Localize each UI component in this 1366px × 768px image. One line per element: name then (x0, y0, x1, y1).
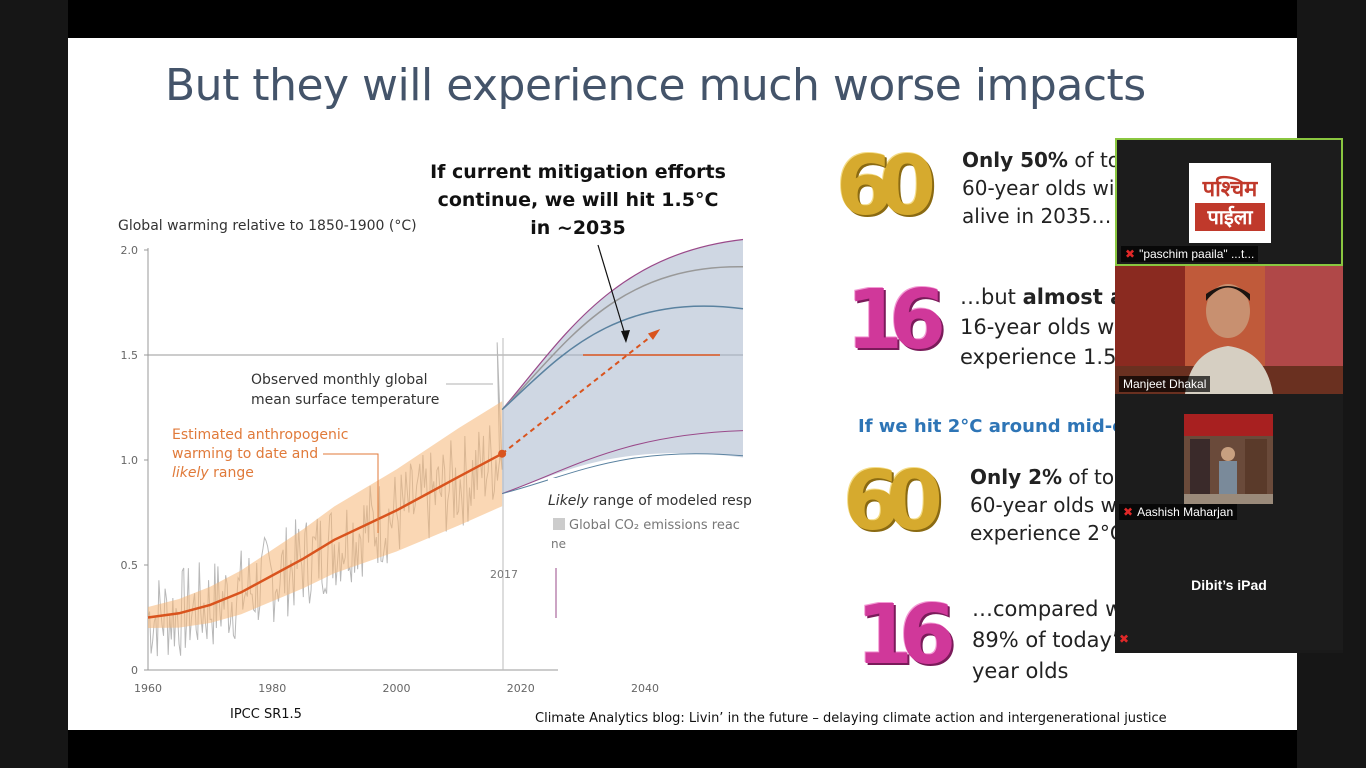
mic-muted-icon: ✖ (1123, 505, 1134, 519)
source-right: Climate Analytics blog: Livin’ in the fu… (535, 711, 1167, 726)
chart-title: Global warming relative to 1850-1900 (°C… (118, 218, 417, 234)
participant-name-tag: ✖ Aashish Maharjan (1119, 504, 1238, 520)
paschim-paaila-logo: पश्चिम पाईला (1189, 163, 1271, 243)
balloon-16-b: 16 (856, 588, 956, 683)
logo-text-bottom: पाईला (1195, 203, 1265, 231)
stat-2-line3: experience 1.5 (960, 345, 1117, 369)
balloon-60-a: 60 (836, 139, 936, 234)
balloon-16-a: 16 (846, 273, 946, 368)
x-tick-2000: 2000 (383, 682, 411, 695)
x-tick-2040: 2040 (631, 682, 659, 695)
source-left: IPCC SR1.5 (230, 707, 302, 722)
stat-3: Only 2% of toda 60-year olds wo experien… (970, 463, 1139, 547)
stat-1: Only 50% of tod 60-year olds will alive … (962, 146, 1133, 230)
mic-muted-icon: ✖ (1119, 632, 1130, 646)
observed-label-line1: Observed monthly global (251, 372, 428, 388)
participant-name: Dibit’s iPad (1191, 577, 1267, 593)
y-tick-1.0: 1.0 (121, 454, 139, 467)
participant-avatar-photo (1115, 394, 1343, 522)
participant-name: Manjeet Dhakal (1123, 377, 1207, 391)
stat-2-line1: …but almost al (960, 282, 1131, 312)
y-tick-labels: 0 0.5 1.0 1.5 2.0 (121, 244, 148, 677)
estimated-label-line1: Estimated anthropogenic (172, 427, 348, 443)
x-tick-2020: 2020 (507, 682, 535, 695)
legend-likely-word: Likely (548, 493, 589, 509)
y-tick-1.5: 1.5 (121, 349, 139, 362)
legend-modeled: Likely range of modeled resp (548, 493, 752, 509)
participants-panel: पश्चिम पाईला ✖ "paschim paaila" ...t... M… (1115, 138, 1343, 653)
stat-1-line1: Only 50% of tod (962, 146, 1133, 174)
y-tick-0.5: 0.5 (121, 559, 139, 572)
participant-tile-paschim-paaila[interactable]: पश्चिम पाईला ✖ "paschim paaila" ...t... (1115, 138, 1343, 266)
logo-text-top: पश्चिम (1202, 177, 1258, 202)
shared-slide: But they will experience much worse impa… (68, 38, 1297, 730)
estimated-label-line3: likely range (172, 465, 254, 481)
stat-1-bold: Only 50% (962, 148, 1068, 172)
legend-emissions-sub: ne (551, 537, 566, 551)
modeled-lower-curve-a (501, 430, 744, 495)
anthropogenic-warming-line (147, 452, 503, 619)
stat-1-line2: 60-year olds will (962, 176, 1126, 200)
scenario-2c-heading: If we hit 2°C around mid-ce (858, 416, 1136, 437)
legend-swatch (553, 518, 565, 530)
stat-4-line2: 89% of today’ (972, 628, 1119, 652)
y-tick-0: 0 (131, 664, 138, 677)
stat-4-line1: …compared w (972, 597, 1123, 621)
callout-arrow-line (597, 244, 627, 339)
estimated-label-line2: warming to date and (172, 446, 318, 462)
anthropogenic-likely-band (148, 401, 503, 628)
stat-3-bold: Only 2% (970, 465, 1063, 489)
modeled-range-band (502, 239, 743, 494)
stat-2-line2: 16-year olds w (960, 315, 1115, 339)
participant-name: "paschim paaila" ...t... (1139, 247, 1255, 261)
estimated-range-word: range (209, 465, 254, 481)
projection-arrowhead (647, 329, 661, 340)
participant-tile-manjeet[interactable]: Manjeet Dhakal (1115, 266, 1343, 394)
stat-3-line1: Only 2% of toda (970, 463, 1139, 491)
stat-4-line3: year olds (972, 659, 1069, 683)
warming-chart: Global warming relative to 1850-1900 (°C… (118, 218, 752, 695)
balloon-60-b: 60 (843, 454, 943, 549)
participant-name: Aashish Maharjan (1137, 505, 1234, 519)
participant-name-tag: ✖ "paschim paaila" ...t... (1121, 246, 1259, 262)
estimated-likely-word: likely (172, 465, 209, 481)
x-tick-labels: 1960 1980 2000 2020 2040 (134, 682, 659, 695)
slide-title: But they will experience much worse impa… (165, 60, 1146, 111)
callout-text: If current mitigation efforts continue, … (430, 161, 726, 239)
x-tick-1980: 1980 (258, 682, 286, 695)
mic-muted-icon: ✖ (1125, 247, 1136, 261)
legend-box (548, 478, 748, 638)
stat-2: …but almost al 16-year olds w experience… (960, 282, 1131, 372)
modeled-lower-curve-b (501, 453, 744, 495)
x-tick-1960: 1960 (134, 682, 162, 695)
modeled-upper-curve (501, 238, 744, 410)
participant-video (1115, 266, 1343, 394)
estimated-leader (323, 453, 379, 533)
modeled-upper-mid-curve (501, 266, 744, 411)
marker-2017-label: 2017 (490, 568, 518, 581)
stat-2-pre: …but (960, 285, 1023, 309)
stat-1-line3: alive in 2035… (962, 204, 1112, 228)
participant-name-tag: Manjeet Dhakal (1119, 376, 1211, 392)
modeled-central-curve (501, 305, 744, 411)
callout-arrowhead (621, 330, 630, 343)
stat-2-bold: almost al (1022, 285, 1132, 309)
legend-emissions: Global CO₂ emissions reac (569, 518, 740, 533)
stat-3-line3: experience 2°C. (970, 521, 1131, 545)
stat-3-line2: 60-year olds wo (970, 493, 1130, 517)
stat-4: …compared w 89% of today’ year olds (972, 594, 1122, 687)
observed-label-line2: mean surface temperature (251, 392, 439, 408)
legend-modeled-rest: range of modeled resp (589, 493, 752, 509)
y-tick-2.0: 2.0 (121, 244, 139, 257)
participant-tile-aashish[interactable]: ✖ Aashish Maharjan (1115, 394, 1343, 522)
participant-tile-ipad[interactable]: Dibit’s iPad ✖ (1115, 522, 1343, 650)
